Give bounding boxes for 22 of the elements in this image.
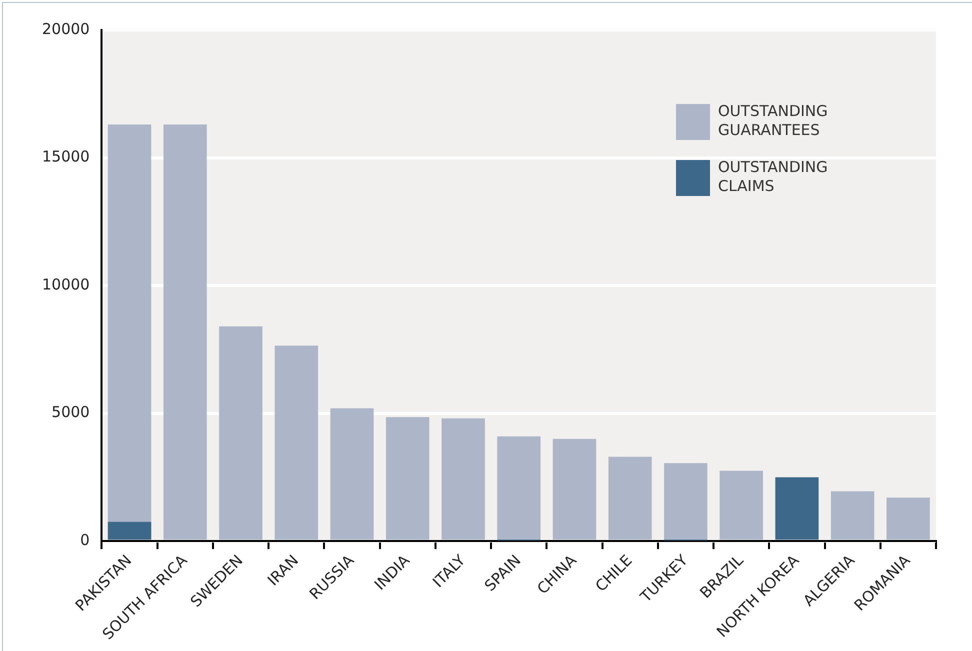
y-tick-label: 15000 (42, 148, 90, 166)
bar (330, 408, 374, 540)
legend-label: OUTSTANDING CLAIMS (718, 158, 829, 196)
y-tick-label: 10000 (42, 275, 90, 294)
y-tick-label: 20000 (42, 20, 90, 38)
y-tick-label: 5000 (52, 403, 90, 422)
bar (274, 346, 318, 540)
bar (108, 522, 152, 540)
bar (775, 477, 819, 540)
bar (386, 417, 430, 540)
bar (219, 326, 262, 540)
bar (608, 456, 652, 540)
bar (163, 124, 207, 540)
bar (664, 463, 708, 540)
bar (886, 498, 930, 540)
bar (442, 418, 485, 540)
bar (720, 470, 763, 540)
y-tick-label: 0 (80, 530, 90, 549)
legend-label: OUTSTANDING GUARANTEES (718, 102, 829, 140)
bar (552, 438, 596, 540)
bar (830, 491, 874, 540)
bar (497, 436, 541, 540)
